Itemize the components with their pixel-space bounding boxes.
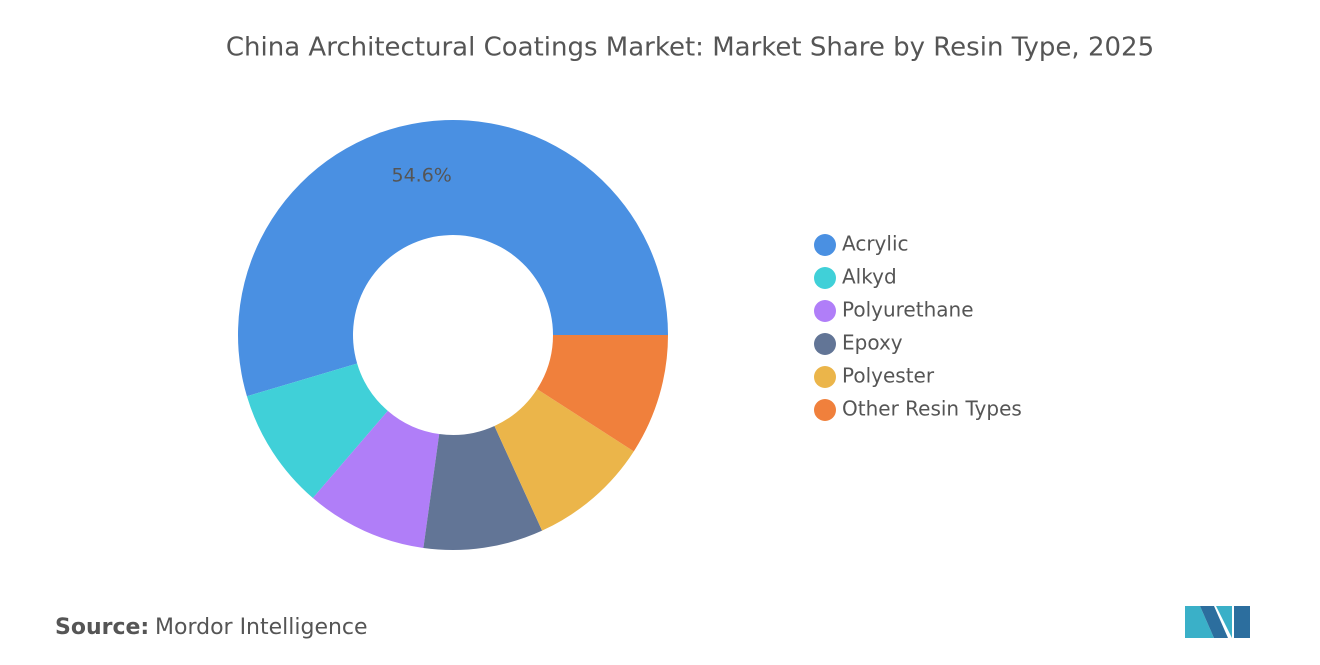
- logo: [1185, 606, 1250, 638]
- legend-marker: [814, 234, 836, 256]
- data-label: 54.6%: [392, 165, 452, 187]
- legend-marker: [814, 267, 836, 289]
- legend-marker: [814, 300, 836, 322]
- chart-title: China Architectural Coatings Market: Mar…: [226, 33, 1154, 63]
- legend-label: Polyester: [842, 364, 935, 388]
- legend-label: Alkyd: [842, 265, 897, 289]
- source-label: Source:: [55, 615, 149, 640]
- legend-label: Acrylic: [842, 232, 909, 256]
- legend-marker: [814, 399, 836, 421]
- slice: [312, 410, 440, 548]
- legend-label: Epoxy: [842, 331, 903, 355]
- source-text: Mordor Intelligence: [155, 615, 368, 640]
- slice: [537, 335, 668, 452]
- legend-marker: [814, 366, 836, 388]
- slice: [246, 363, 388, 499]
- legend-label: Other Resin Types: [842, 397, 1022, 421]
- legend-label: Polyurethane: [842, 298, 974, 322]
- legend-marker: [814, 333, 836, 355]
- slice: [423, 426, 543, 550]
- slice: [237, 120, 668, 397]
- slice: [494, 389, 634, 531]
